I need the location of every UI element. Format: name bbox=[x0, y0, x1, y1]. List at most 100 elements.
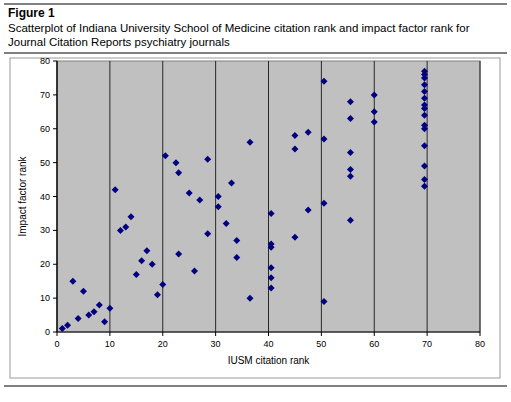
point bbox=[112, 186, 119, 193]
tick-label: 20 bbox=[40, 259, 50, 269]
point bbox=[347, 98, 354, 105]
point bbox=[371, 118, 378, 125]
tick-label: 80 bbox=[475, 339, 485, 349]
point bbox=[59, 325, 66, 332]
point bbox=[215, 203, 222, 210]
tick-label: 10 bbox=[40, 293, 50, 303]
figure-caption: Scatterplot of Indiana University School… bbox=[8, 21, 503, 49]
point bbox=[291, 234, 298, 241]
point bbox=[91, 308, 98, 315]
point bbox=[122, 223, 129, 230]
point bbox=[204, 230, 211, 237]
point bbox=[143, 247, 150, 254]
tick bbox=[53, 264, 57, 265]
point bbox=[162, 152, 169, 159]
tick bbox=[53, 298, 57, 299]
tick-label: 40 bbox=[40, 192, 50, 202]
tick bbox=[374, 332, 375, 336]
tick-label: 0 bbox=[45, 327, 50, 337]
tick-label: 40 bbox=[263, 339, 273, 349]
tick-label: 50 bbox=[40, 158, 50, 168]
point bbox=[186, 190, 193, 197]
point bbox=[421, 183, 428, 190]
tick-label: 30 bbox=[211, 339, 221, 349]
point bbox=[101, 318, 108, 325]
point bbox=[321, 200, 328, 207]
tick bbox=[427, 332, 428, 336]
x-axis bbox=[57, 332, 480, 333]
tick-label: 10 bbox=[105, 339, 115, 349]
point bbox=[347, 166, 354, 173]
point bbox=[421, 105, 428, 112]
point bbox=[172, 159, 179, 166]
rule bbox=[4, 4, 507, 5]
point bbox=[321, 135, 328, 142]
point bbox=[347, 217, 354, 224]
tick bbox=[53, 94, 57, 95]
markers bbox=[59, 68, 428, 332]
grid-line bbox=[162, 61, 163, 332]
tick bbox=[109, 332, 110, 336]
chart-area bbox=[10, 58, 500, 378]
tick bbox=[215, 332, 216, 336]
point bbox=[421, 88, 428, 95]
point bbox=[305, 207, 312, 214]
tick-label: 20 bbox=[158, 339, 168, 349]
point bbox=[268, 264, 275, 271]
point bbox=[159, 281, 166, 288]
point bbox=[223, 220, 230, 227]
point bbox=[371, 91, 378, 98]
grid-line bbox=[374, 61, 375, 332]
point bbox=[85, 312, 92, 319]
point bbox=[64, 322, 71, 329]
point bbox=[321, 298, 328, 305]
point bbox=[291, 146, 298, 153]
point bbox=[138, 257, 145, 264]
point bbox=[149, 261, 156, 268]
point bbox=[421, 176, 428, 183]
point bbox=[246, 139, 253, 146]
point bbox=[268, 274, 275, 281]
y-axis-title: Impact factor rank bbox=[17, 155, 28, 236]
grid-line bbox=[57, 61, 58, 332]
tick-label: 70 bbox=[422, 339, 432, 349]
point bbox=[305, 129, 312, 136]
point bbox=[421, 142, 428, 149]
point bbox=[347, 115, 354, 122]
point bbox=[228, 179, 235, 186]
point bbox=[421, 81, 428, 88]
tick-label: 70 bbox=[40, 90, 50, 100]
rule bbox=[4, 386, 507, 387]
point bbox=[204, 156, 211, 163]
tick bbox=[53, 230, 57, 231]
point bbox=[175, 251, 182, 258]
point bbox=[215, 193, 222, 200]
point bbox=[117, 227, 124, 234]
rule bbox=[4, 53, 507, 54]
figure-title: Figure 1 bbox=[8, 6, 55, 20]
point bbox=[233, 254, 240, 261]
tick-label: 0 bbox=[54, 339, 59, 349]
tick bbox=[53, 61, 57, 62]
point bbox=[268, 244, 275, 251]
tick bbox=[57, 332, 58, 336]
point bbox=[421, 74, 428, 81]
point bbox=[80, 288, 87, 295]
point bbox=[133, 271, 140, 278]
point bbox=[421, 125, 428, 132]
point bbox=[69, 278, 76, 285]
tick bbox=[268, 332, 269, 336]
tick-label: 30 bbox=[40, 225, 50, 235]
point bbox=[268, 284, 275, 291]
grid-line bbox=[480, 61, 481, 332]
tick bbox=[162, 332, 163, 336]
tick bbox=[53, 332, 57, 333]
chart: 0102030405060708001020304050607080IUSM c… bbox=[0, 0, 511, 402]
grid-line bbox=[268, 61, 269, 332]
point bbox=[421, 112, 428, 119]
point bbox=[347, 173, 354, 180]
x-axis-title: IUSM citation rank bbox=[228, 355, 311, 366]
tick-label: 80 bbox=[40, 56, 50, 66]
tick-label: 60 bbox=[369, 339, 379, 349]
grid-line bbox=[109, 61, 110, 332]
